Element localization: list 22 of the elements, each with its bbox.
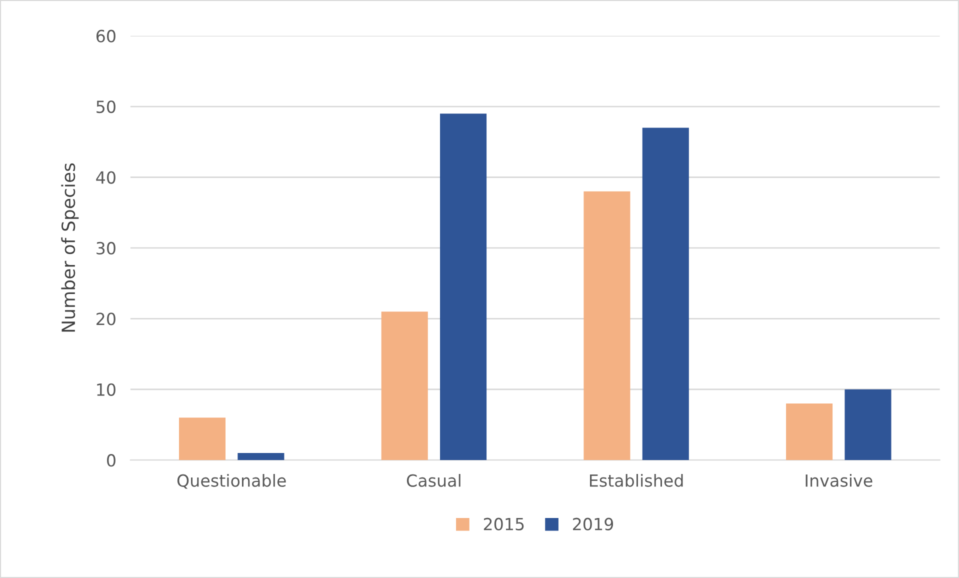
y-tick-label: 0 <box>107 454 116 467</box>
bar <box>584 191 630 460</box>
bar <box>786 404 833 460</box>
x-tick-label: Invasive <box>806 474 872 487</box>
bar <box>238 453 284 460</box>
y-tick-label: 60 <box>96 30 116 42</box>
y-tick-label: 50 <box>96 100 116 114</box>
legend-label: 2015 <box>484 518 524 530</box>
bar <box>642 128 689 460</box>
bar <box>381 312 428 460</box>
legend-label: 2019 <box>573 518 614 530</box>
x-tick-label: Casual <box>406 474 460 487</box>
y-tick-label: 40 <box>96 171 116 184</box>
x-tick-label: Questionable <box>177 474 286 489</box>
y-tick-label: 10 <box>97 383 116 396</box>
bar <box>440 114 487 460</box>
y-tick-label: 30 <box>96 242 116 255</box>
y-tick-label: 20 <box>96 312 116 326</box>
bar <box>178 418 226 460</box>
y-axis-title: Number of Species <box>61 163 79 332</box>
x-tick-label: Established <box>590 474 683 487</box>
bar <box>844 389 892 460</box>
